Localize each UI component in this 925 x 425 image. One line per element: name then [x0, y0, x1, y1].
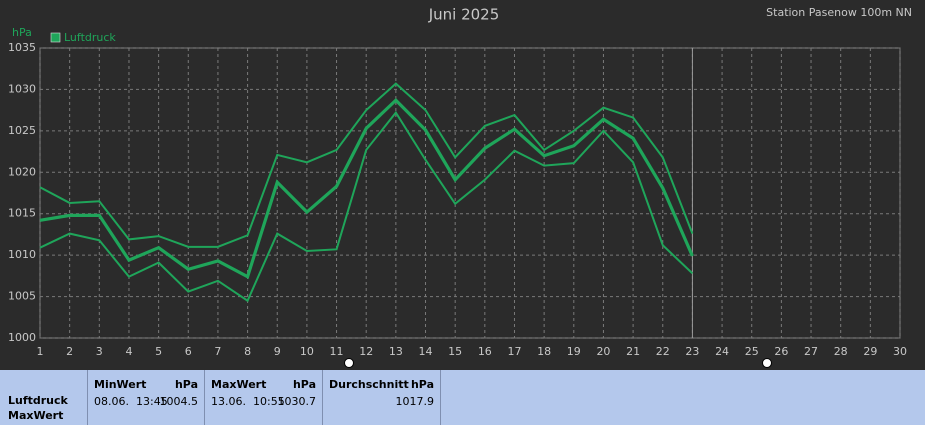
- y-axis-label: hPa: [12, 26, 32, 39]
- x-tick-label: 17: [507, 345, 521, 358]
- x-tick-label: 1: [37, 345, 44, 358]
- x-tick-label: 30: [893, 345, 907, 358]
- x-tick-label: 27: [804, 345, 818, 358]
- legend-swatch: [50, 32, 61, 43]
- range-handle[interactable]: [762, 358, 772, 368]
- series-line: [39, 97, 694, 280]
- row-label-column: Luftdruck MaxWert: [0, 370, 88, 425]
- column-title: MinWert: [94, 378, 147, 391]
- time: 10:55: [253, 395, 285, 408]
- y-tick-label: 1010: [8, 248, 36, 261]
- y-tick-label: 1020: [8, 165, 36, 178]
- x-tick-label: 8: [244, 345, 251, 358]
- x-tick-label: 25: [745, 345, 759, 358]
- column-unit: hPa: [174, 378, 198, 391]
- y-tick-label: 1015: [8, 207, 36, 220]
- x-tick-label: 18: [537, 345, 551, 358]
- x-tick-label: 13: [389, 345, 403, 358]
- time: 13:45: [136, 395, 168, 408]
- x-tick-label: 20: [596, 345, 610, 358]
- value: 1004.5: [159, 395, 199, 408]
- value: 1030.7: [277, 395, 317, 408]
- x-tick-label: 2: [66, 345, 73, 358]
- y-tick-label: 1005: [8, 290, 36, 303]
- stats-column: MaxWert hPa 13.06. 10:55 1030.7: [205, 370, 323, 425]
- x-tick-label: 14: [419, 345, 433, 358]
- background: [0, 0, 925, 370]
- stats-panel: Luftdruck MaxWert MinWert hPa 08.06. 13:45 100…: [0, 370, 925, 425]
- y-tick-label: 1025: [8, 124, 36, 137]
- x-tick-label: 26: [774, 345, 788, 358]
- x-tick-label: 7: [214, 345, 221, 358]
- station: Station Pasenow 100m NN: [766, 6, 912, 19]
- legend-label: Luftdruck: [64, 31, 116, 44]
- chart: Juni 2025 Station Pasenow 100m NN hPa 10…: [0, 0, 925, 370]
- x-tick-label: 24: [715, 345, 729, 358]
- x-tick-label: 5: [155, 345, 162, 358]
- y-tick-label: 1000: [8, 331, 36, 344]
- stats-column: Durchschnitt hPa 1017.9: [323, 370, 441, 425]
- y-tick-label: 1035: [8, 41, 36, 54]
- range-handle[interactable]: [344, 358, 354, 368]
- value: 1017.9: [395, 395, 435, 408]
- row-label: MaxWert: [8, 409, 64, 422]
- x-tick-label: 12: [359, 345, 373, 358]
- column-title: MaxWert: [211, 378, 267, 391]
- column-title: Durchschnitt: [329, 378, 409, 391]
- chart-title: Juni 2025: [428, 6, 500, 24]
- x-tick-label: 23: [685, 345, 699, 358]
- date: 13.06.: [211, 395, 246, 408]
- x-tick-label: 9: [274, 345, 281, 358]
- x-tick-label: 22: [656, 345, 670, 358]
- column-unit: hPa: [292, 378, 316, 391]
- x-tick-label: 10: [300, 345, 314, 358]
- column-unit: hPa: [410, 378, 434, 391]
- x-tick-label: 4: [125, 345, 132, 358]
- series-line: [39, 110, 694, 303]
- date: 08.06.: [94, 395, 129, 408]
- x-tick-label: 21: [626, 345, 640, 358]
- x-tick-label: 15: [448, 345, 462, 358]
- stats-column: MinWert hPa 08.06. 13:45 1004.5: [88, 370, 205, 425]
- x-tick-label: 19: [567, 345, 581, 358]
- x-tick-label: 28: [834, 345, 848, 358]
- y-tick-label: 1030: [8, 82, 36, 95]
- series-line: [39, 82, 694, 248]
- row-label: Luftdruck: [8, 394, 68, 407]
- x-tick-label: 11: [330, 345, 344, 358]
- x-tick-label: 16: [478, 345, 492, 358]
- x-tick-label: 3: [96, 345, 103, 358]
- x-tick-label: 29: [863, 345, 877, 358]
- x-tick-label: 6: [185, 345, 192, 358]
